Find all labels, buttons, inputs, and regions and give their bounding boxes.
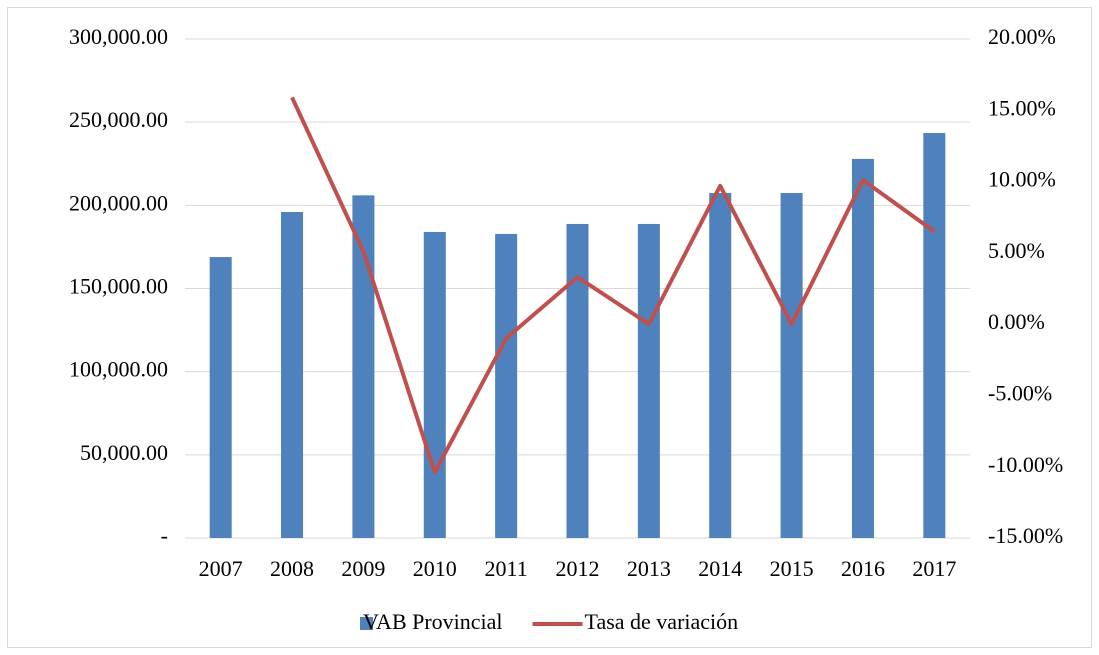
x-tick-label: 2008 [270, 556, 314, 581]
y-tick-label: 200,000.00 [69, 190, 168, 215]
line [290, 96, 936, 475]
x-tick-label: 2007 [199, 556, 243, 581]
x-tick-label: 2009 [341, 556, 385, 581]
bar [352, 195, 375, 538]
y2-tick-label: 10.00% [988, 167, 1056, 192]
y2-tick-label: -15.00% [988, 523, 1063, 548]
y-tick-label: 100,000.00 [69, 357, 168, 382]
bar [851, 158, 874, 538]
x-tick-label: 2012 [556, 556, 600, 581]
y-tick-label: 250,000.00 [69, 107, 168, 132]
y-tick-label: 150,000.00 [69, 274, 168, 299]
chart-border [7, 7, 1092, 648]
y2-tick-label: 15.00% [988, 95, 1056, 120]
y2-tick-label: 5.00% [988, 238, 1045, 263]
x-tick-label: 2013 [627, 556, 671, 581]
legend-label: VAB Provincial [363, 609, 503, 634]
bar [495, 233, 518, 538]
y2-tick-label: -10.00% [988, 452, 1063, 477]
bar [923, 132, 946, 538]
x-tick-label: 2014 [698, 556, 742, 581]
bar [637, 223, 660, 539]
legend-swatch [360, 617, 373, 630]
bar [423, 231, 446, 539]
x-tick-label: 2016 [841, 556, 885, 581]
x-tick-label: 2017 [912, 556, 956, 581]
legend-label: Tasa de variación [585, 609, 739, 634]
x-tick-label: 2010 [413, 556, 457, 581]
x-tick-label: 2015 [770, 556, 814, 581]
y-tick-label: - [161, 523, 168, 548]
y2-tick-label: -5.00% [988, 380, 1052, 405]
y2-tick-label: 0.00% [988, 309, 1045, 334]
bar [281, 211, 304, 538]
bar [780, 193, 803, 539]
y-tick-label: 300,000.00 [69, 24, 168, 49]
y2-tick-label: 20.00% [988, 24, 1056, 49]
y-tick-label: 50,000.00 [80, 440, 168, 465]
bar [566, 223, 589, 539]
bar [209, 257, 232, 538]
bar [709, 193, 732, 539]
x-tick-label: 2011 [485, 556, 528, 581]
